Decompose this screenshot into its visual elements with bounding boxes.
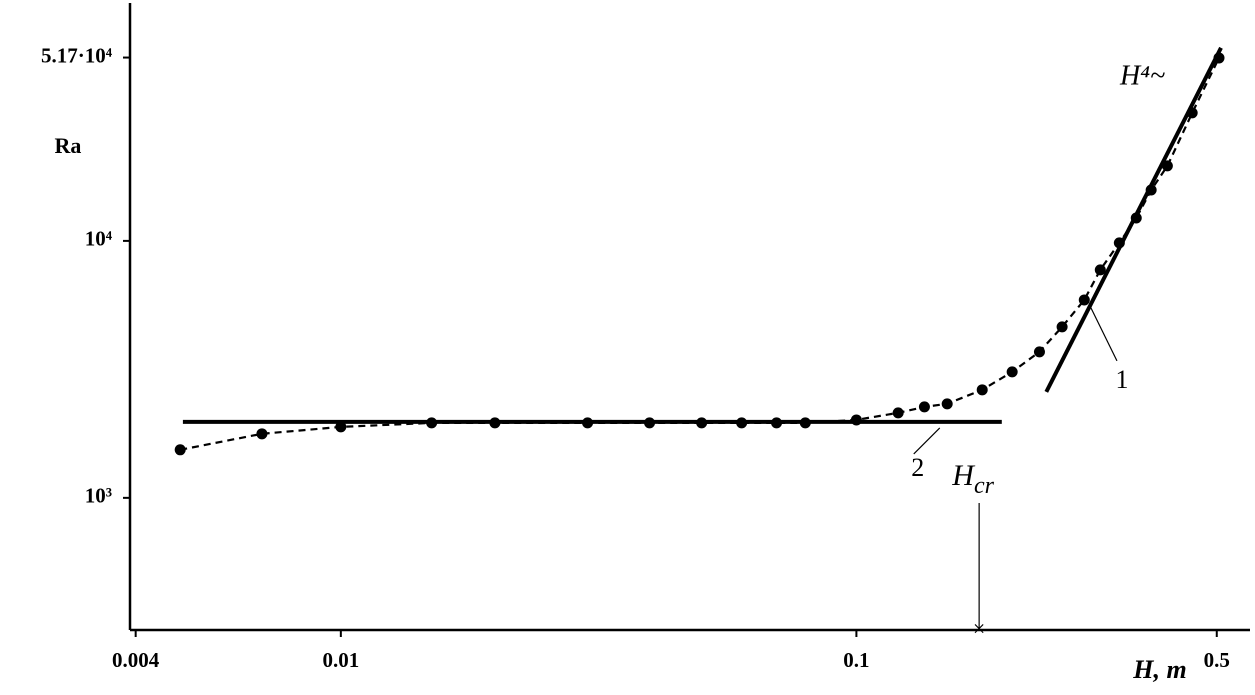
x-axis-label: H, m (1132, 655, 1186, 684)
data-point (1056, 321, 1068, 333)
leader-line (913, 427, 941, 455)
data-point (892, 407, 904, 419)
data-point (941, 398, 953, 410)
series-label: 1 (1115, 365, 1128, 394)
x-tick-label: 0.01 (322, 648, 359, 672)
data-point (1078, 294, 1090, 306)
series-label: 2 (911, 453, 924, 482)
annotation: Hcr (951, 459, 994, 499)
data-point (976, 384, 988, 396)
series-line (1044, 46, 1223, 393)
leader-line (1089, 305, 1118, 362)
series-line (179, 57, 1220, 451)
y-tick-label: 10³ (85, 484, 112, 508)
y-axis-label: Ra (55, 133, 82, 158)
annotation-sub: cr (974, 473, 995, 499)
hcr-marker: × (973, 616, 985, 641)
data-point (335, 421, 347, 433)
data-point (1094, 264, 1106, 276)
data-point (918, 401, 930, 413)
data-point (1006, 366, 1018, 378)
annotation-main: H (951, 459, 976, 492)
data-point (174, 444, 186, 456)
y-tick-label: 5.17·10⁴ (41, 43, 113, 67)
annotation: H⁴~ (1119, 60, 1165, 91)
x-tick-label: 0.1 (843, 648, 869, 672)
data-point (256, 428, 268, 440)
y-tick-label: 10⁴ (85, 227, 113, 251)
x-tick-label: 0.004 (112, 648, 160, 672)
data-point (1033, 346, 1045, 358)
x-tick-label: 0.5 (1204, 648, 1230, 672)
